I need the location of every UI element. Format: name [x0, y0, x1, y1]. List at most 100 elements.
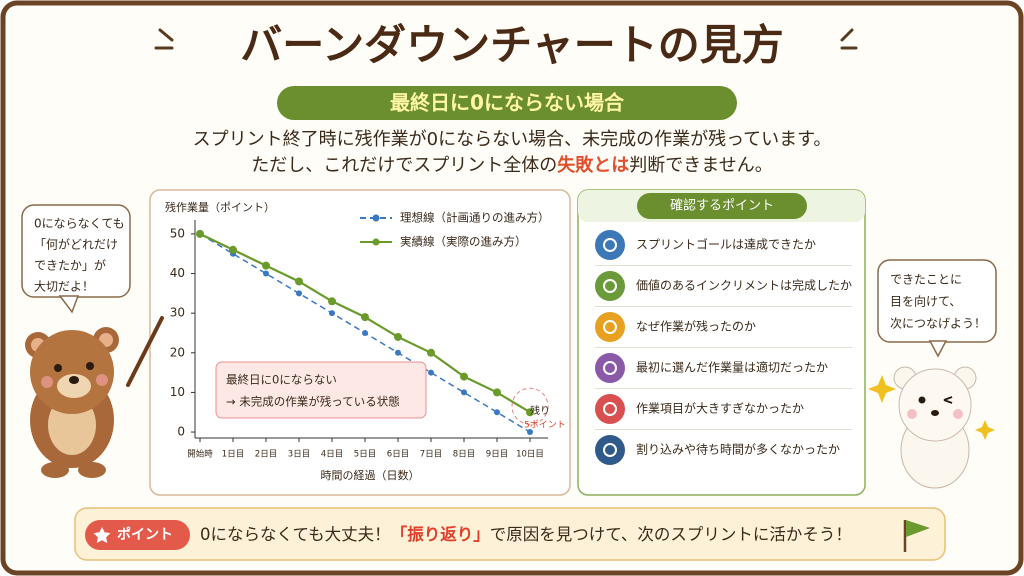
bubble-line: 目を向けて、	[890, 294, 961, 309]
icon-glyph	[603, 443, 617, 457]
data-point	[361, 313, 369, 322]
white-bear	[868, 366, 995, 489]
data-point	[328, 297, 336, 306]
title: バーンダウンチャートの見方	[240, 21, 783, 70]
remain-label: 残り	[530, 404, 550, 417]
legend-marker	[372, 238, 380, 246]
data-point	[362, 329, 368, 336]
y-tick-label: 50	[170, 226, 185, 240]
badge-text: ポイント	[117, 526, 173, 543]
annotation-line: → 未完成の作業が残っている状態	[226, 395, 400, 409]
bubble-line: 次につなげよう！	[890, 317, 986, 331]
highlight: 「振り返り」	[391, 524, 490, 544]
data-point	[460, 372, 468, 381]
icon-glyph	[603, 402, 617, 416]
x-tick-label: 開始時	[187, 449, 213, 460]
bubble-tail	[928, 340, 948, 358]
data-point	[428, 369, 434, 376]
title-sparks	[154, 28, 858, 50]
checklist-item: スプリントゴールは達成できたか	[636, 237, 816, 252]
data-point	[394, 332, 402, 341]
remain-highlight	[511, 387, 549, 425]
x-tick-label: 5日目	[354, 450, 376, 460]
data-point	[493, 388, 501, 397]
x-tick-label: 10日目	[516, 450, 544, 460]
data-point	[229, 245, 237, 254]
description-line: ただし、これだけでスプリント全体の失敗とは判断できません。	[251, 154, 772, 176]
item-icon	[595, 394, 625, 424]
item-icon	[595, 271, 625, 301]
x-tick-label: 1日目	[222, 450, 244, 460]
data-point	[427, 348, 435, 357]
annotation-line: 最終日に0にならない	[226, 373, 337, 387]
x-tick-label: 7日目	[420, 450, 442, 460]
bubble-line: 0にならなくても	[34, 217, 125, 231]
bubble-line: 「何がどれだけ	[34, 237, 118, 252]
y-tick-label: 40	[170, 266, 185, 280]
y-tick-label: 0	[177, 425, 185, 439]
legend-marker	[372, 214, 380, 222]
checklist-title: 確認するポイント	[670, 198, 774, 214]
subtitle-pill	[277, 86, 737, 120]
x-tick-label: 6日目	[387, 450, 409, 460]
item-icon	[595, 230, 625, 260]
y-axis-label: 残作業量（ポイント）	[165, 200, 275, 214]
text: 判断できません。	[629, 155, 772, 176]
item-icon	[595, 353, 625, 383]
item-icon	[595, 435, 625, 465]
checklist-pill	[637, 193, 807, 219]
brown-bear	[25, 316, 164, 478]
y-tick-label: 30	[170, 306, 185, 320]
data-point	[196, 229, 204, 238]
icon-glyph	[603, 279, 617, 293]
x-tick-label: 2日目	[255, 450, 277, 460]
flag-icon	[903, 520, 930, 552]
chart: 残作業量（ポイント） 時間の経過（日数） 0 10 20 30 40 50 開始時 1日目 2日目 3…	[165, 200, 566, 482]
text: 0にならなくても大丈夫！	[200, 525, 391, 544]
item-icon	[595, 312, 625, 342]
checklist-item: なぜ作業が残ったのか	[636, 319, 756, 334]
icon-glyph	[603, 361, 617, 375]
badge	[85, 520, 190, 550]
text: で原因を見つけて、次のスプリントに活かそう！	[490, 525, 852, 544]
remain-points: 5ポイント	[524, 420, 566, 431]
subtitle: 最終日に0にならない場合	[390, 91, 625, 115]
data-point	[527, 429, 533, 436]
footer-bar	[74, 507, 946, 561]
data-point	[329, 310, 335, 317]
data-point	[262, 261, 270, 270]
data-point	[494, 409, 500, 416]
data-point	[526, 408, 534, 417]
bubble-line: 大切だよ！	[34, 280, 94, 294]
bubble-line: できたか」が	[34, 258, 106, 273]
x-tick-label: 4日目	[321, 450, 343, 460]
data-point	[461, 389, 467, 396]
x-tick-label: 8日目	[453, 450, 475, 460]
y-tick-label: 10	[170, 385, 185, 399]
footer-message: 0にならなくても大丈夫！「振り返り」で原因を見つけて、次のスプリントに活かそう！	[200, 524, 852, 544]
data-point	[395, 349, 401, 356]
star-icon	[93, 527, 111, 543]
checklist: スプリントゴールは達成できたか価値のあるインクリメントは完成したかなぜ作業が残っ…	[595, 230, 852, 465]
checklist-item: 割り込みや待ち時間が多くなかったか	[636, 442, 840, 457]
data-point	[296, 290, 302, 297]
x-tick-label: 3日目	[288, 450, 310, 460]
data-point	[263, 270, 269, 277]
text: ただし、これだけでスプリント全体の	[251, 155, 557, 176]
annotation-box	[215, 361, 427, 419]
checklist-item: 価値のあるインクリメントは完成したか	[636, 278, 852, 293]
checklist-item: 作業項目が大きすぎなかったか	[636, 401, 804, 416]
description-line: スプリント終了時に残作業が0にならない場合、未完成の作業が残っています。	[193, 129, 832, 150]
x-tick-label: 9日目	[486, 450, 508, 460]
bubble-line: できたことに	[890, 273, 962, 287]
data-point	[295, 277, 303, 286]
icon-glyph	[603, 238, 617, 252]
legend-label: 実績線（実際の進み方）	[400, 235, 527, 249]
checklist-item: 最初に選んだ作業量は適切だったか	[636, 360, 828, 375]
legend-label: 理想線（計画通りの進み方）	[400, 211, 550, 225]
x-axis-label: 時間の経過（日数）	[321, 469, 420, 482]
